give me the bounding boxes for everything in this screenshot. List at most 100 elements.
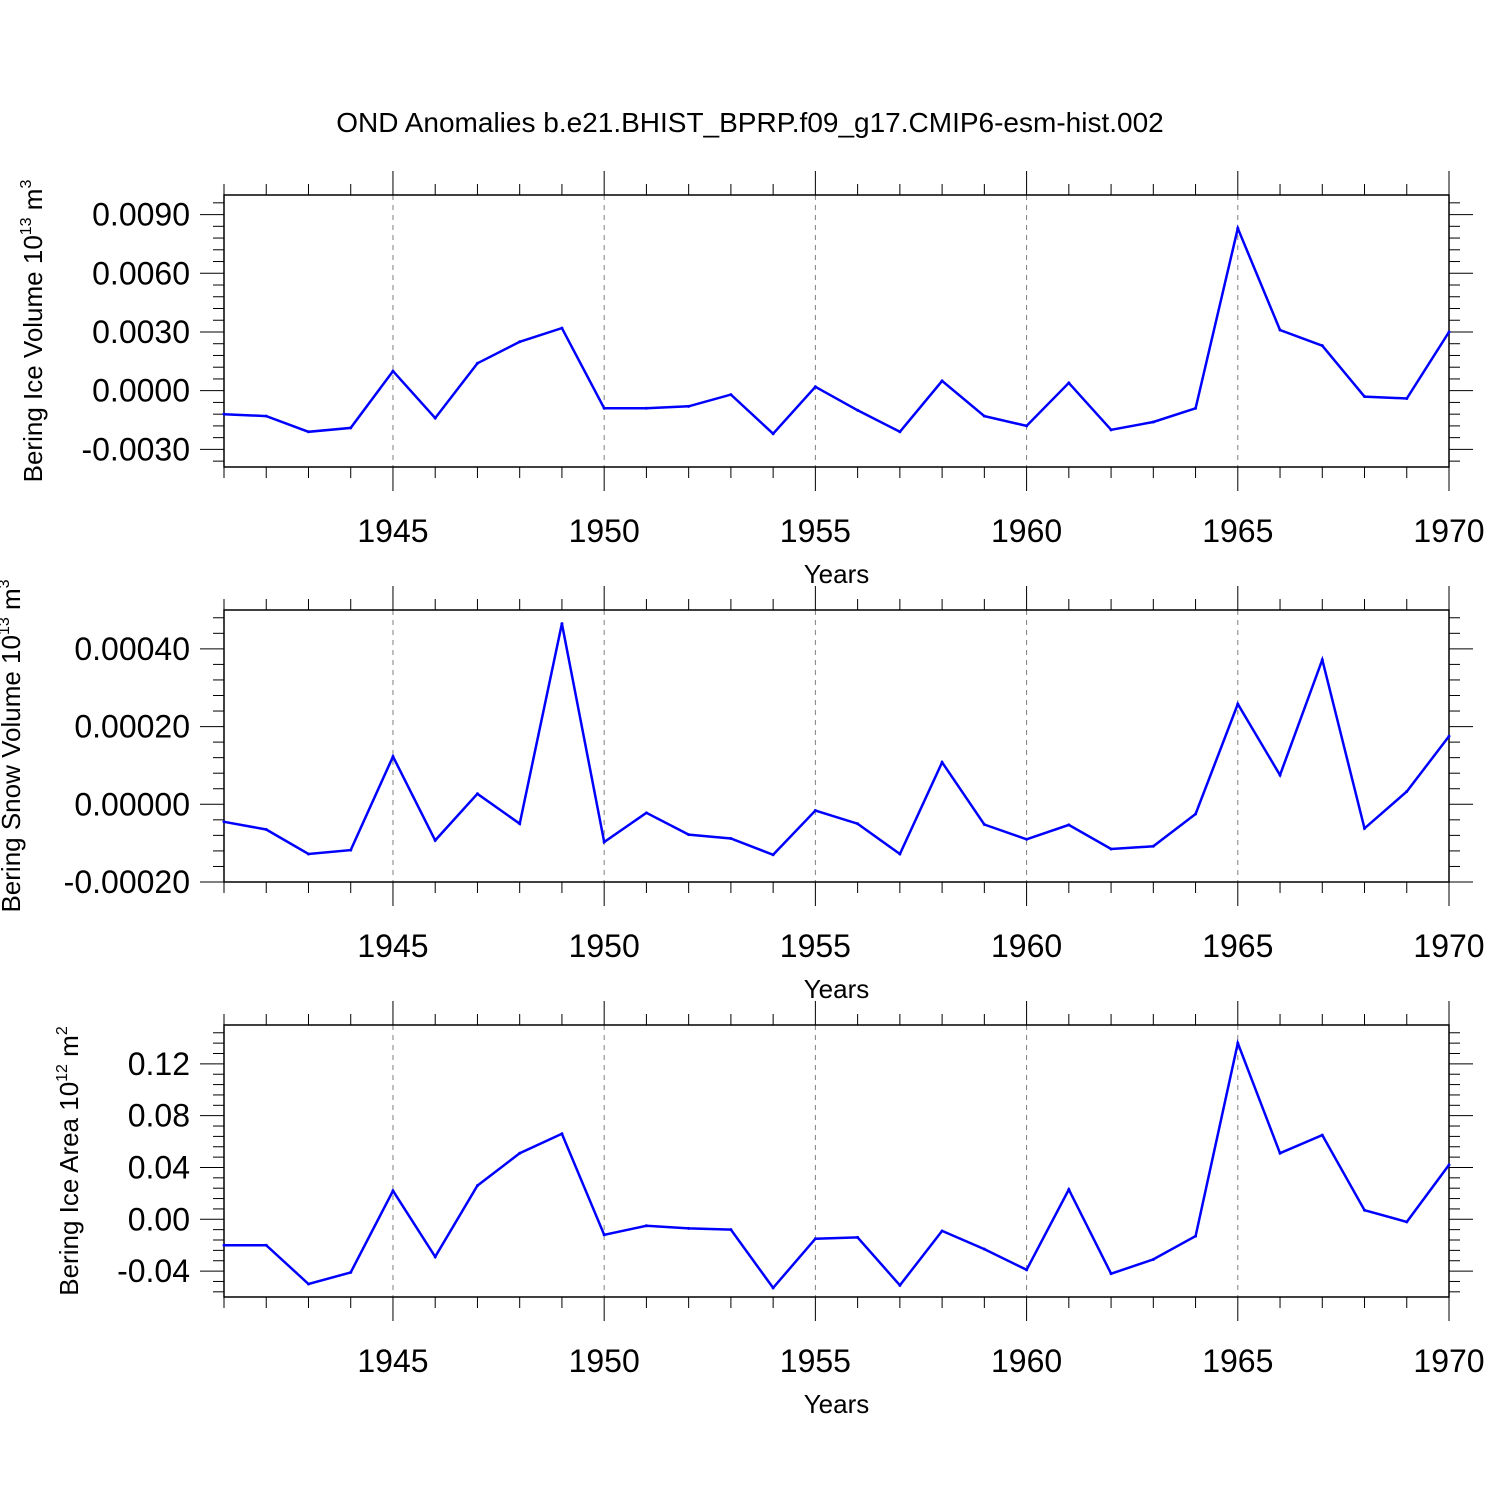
x-tick-label: 1945 [357, 928, 428, 964]
data-point [1278, 328, 1282, 332]
data-point [391, 369, 395, 373]
data-point [687, 1226, 691, 1230]
x-tick-label: 1955 [780, 1343, 851, 1379]
data-point [729, 393, 733, 397]
chart-panels: -0.0030 0.0000 0.0030 0.0060 0.0090 1945 1950 1… [0, 171, 1485, 1419]
data-point [475, 361, 479, 365]
data-point [222, 820, 226, 824]
data-point [687, 404, 691, 408]
data-point [602, 840, 606, 844]
data-point [1194, 1234, 1198, 1238]
x-axis-title: Years [804, 559, 870, 589]
data-point [306, 430, 310, 434]
y-tick-label: 0.0030 [92, 314, 190, 350]
data-point [687, 833, 691, 837]
x-tick-label: 1960 [991, 513, 1062, 549]
data-point [1236, 702, 1240, 706]
y-tick-label: -0.04 [117, 1253, 190, 1289]
data-point [898, 430, 902, 434]
data-point [813, 385, 817, 389]
data-point [1320, 1133, 1324, 1137]
y-tick-label: 0.00 [128, 1201, 190, 1237]
data-point [560, 622, 564, 626]
plot-frame [223, 194, 1450, 468]
data-point [940, 379, 944, 383]
data-point [1151, 844, 1155, 848]
data-point [898, 1283, 902, 1287]
chart-panel-3: -0.04 0.00 0.04 0.08 0.12 1945 1950 1955 1960 196… [54, 1001, 1485, 1419]
y-tick-label: 0.00040 [74, 631, 190, 667]
data-point [1194, 406, 1198, 410]
data-point [1025, 1268, 1029, 1272]
data-point [898, 852, 902, 856]
series-line [224, 1038, 1451, 1290]
data-point [222, 1243, 226, 1247]
data-point [1067, 823, 1071, 827]
data-point [856, 408, 860, 412]
data-point [1447, 1163, 1451, 1167]
x-tick-label: 1945 [357, 513, 428, 549]
data-point [940, 1229, 944, 1233]
data-point [1447, 734, 1451, 738]
plot-frame [223, 1024, 1450, 1298]
y-axis-title: Bering Ice Area 1012 m2 [54, 1026, 84, 1296]
data-point [222, 412, 226, 416]
data-point [1067, 1187, 1071, 1191]
series-line [223, 224, 1451, 436]
x-axis-title: Years [804, 974, 870, 1004]
data-point [771, 432, 775, 436]
data-point [982, 822, 986, 826]
y-tick-label: 0.0060 [92, 255, 190, 291]
data-point [1109, 428, 1113, 432]
data-point [1363, 826, 1367, 830]
data-point [1320, 658, 1324, 662]
data-point [433, 1255, 437, 1259]
data-point [813, 1237, 817, 1241]
x-tick-label: 1965 [1202, 513, 1273, 549]
y-tick-label: -0.0030 [81, 431, 190, 467]
data-point [391, 754, 395, 758]
x-tick-label: 1950 [569, 513, 640, 549]
data-point [856, 822, 860, 826]
data-point [729, 1228, 733, 1232]
data-point [1405, 789, 1409, 793]
y-axis-title: Bering Ice Volume 1013 m3 [18, 180, 48, 483]
data-point [729, 836, 733, 840]
data-point [1405, 397, 1409, 401]
data-point [1194, 812, 1198, 816]
data-point [264, 414, 268, 418]
data-point [771, 853, 775, 857]
data-point [349, 848, 353, 852]
data-point [1320, 344, 1324, 348]
data-point [1025, 837, 1029, 841]
data-point [813, 809, 817, 813]
data-point [1363, 1208, 1367, 1212]
x-tick-label: 1955 [780, 928, 851, 964]
data-point [518, 340, 522, 344]
data-point [391, 1189, 395, 1193]
series-line [223, 623, 1450, 857]
x-tick-label: 1950 [569, 1343, 640, 1379]
data-point [349, 426, 353, 430]
y-tick-label: 0.00000 [74, 786, 190, 822]
data-point [644, 811, 648, 815]
data-point [856, 1235, 860, 1239]
data-point [1025, 424, 1029, 428]
data-point [771, 1286, 775, 1290]
y-tick-label: -0.00020 [64, 864, 190, 900]
x-tick-label: 1945 [357, 1343, 428, 1379]
data-point [1363, 395, 1367, 399]
data-point [475, 792, 479, 796]
y-tick-label: 0.0000 [92, 373, 190, 409]
chart-title: OND Anomalies b.e21.BHIST_BPRP.f09_g17.C… [336, 107, 1163, 138]
data-point [1109, 847, 1113, 851]
data-point [264, 1243, 268, 1247]
data-point [1151, 420, 1155, 424]
data-point [1067, 381, 1071, 385]
data-point [940, 760, 944, 764]
y-tick-label: 0.04 [128, 1149, 190, 1185]
data-point [1151, 1257, 1155, 1261]
data-point [1236, 1041, 1240, 1045]
chart-panel-1: -0.0030 0.0000 0.0030 0.0060 0.0090 1945 1950 1… [18, 171, 1485, 589]
